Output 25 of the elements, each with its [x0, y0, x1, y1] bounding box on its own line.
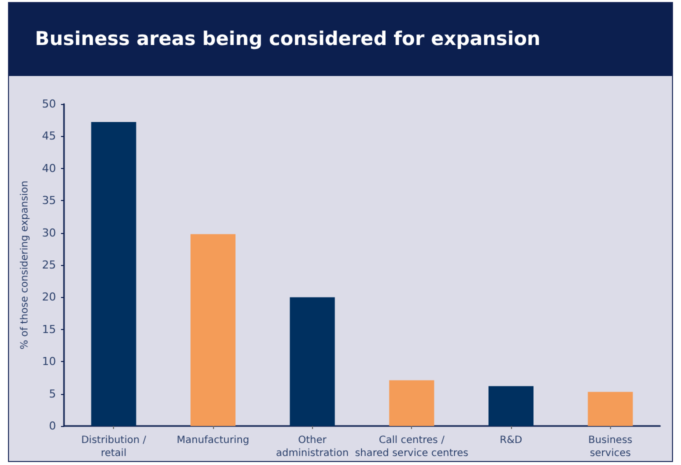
bar	[290, 297, 335, 426]
x-tick-label: Distribution / retail	[81, 435, 147, 459]
y-tick-label: 30	[42, 226, 56, 240]
y-tick-label: 50	[42, 98, 56, 110]
bar	[91, 122, 136, 426]
y-tick-label: 35	[42, 194, 56, 208]
y-tick-label: 45	[42, 130, 56, 143]
chart-title: Business areas being considered for expansion	[9, 3, 672, 76]
bar	[588, 392, 633, 426]
y-tick-label: 10	[42, 355, 56, 368]
y-tick-label: 15	[42, 322, 56, 336]
x-tick-label: Other administration	[276, 435, 349, 459]
x-tick-label: Call centres / shared service centres	[354, 435, 468, 459]
bar	[488, 386, 534, 426]
y-tick-label: 25	[42, 258, 56, 272]
bar	[190, 234, 236, 426]
x-tick-label: Manufacturing	[176, 435, 250, 446]
bar	[389, 380, 434, 426]
x-tick-label: R&D	[500, 435, 523, 446]
y-tick-label: 20	[42, 290, 56, 304]
y-tick-label: 40	[42, 162, 56, 175]
y-tick-label: 0	[49, 420, 56, 432]
y-axis-title: % of those considering expansion	[20, 180, 30, 350]
x-tick-label: Business services	[588, 435, 632, 459]
y-tick-label: 5	[49, 387, 56, 400]
